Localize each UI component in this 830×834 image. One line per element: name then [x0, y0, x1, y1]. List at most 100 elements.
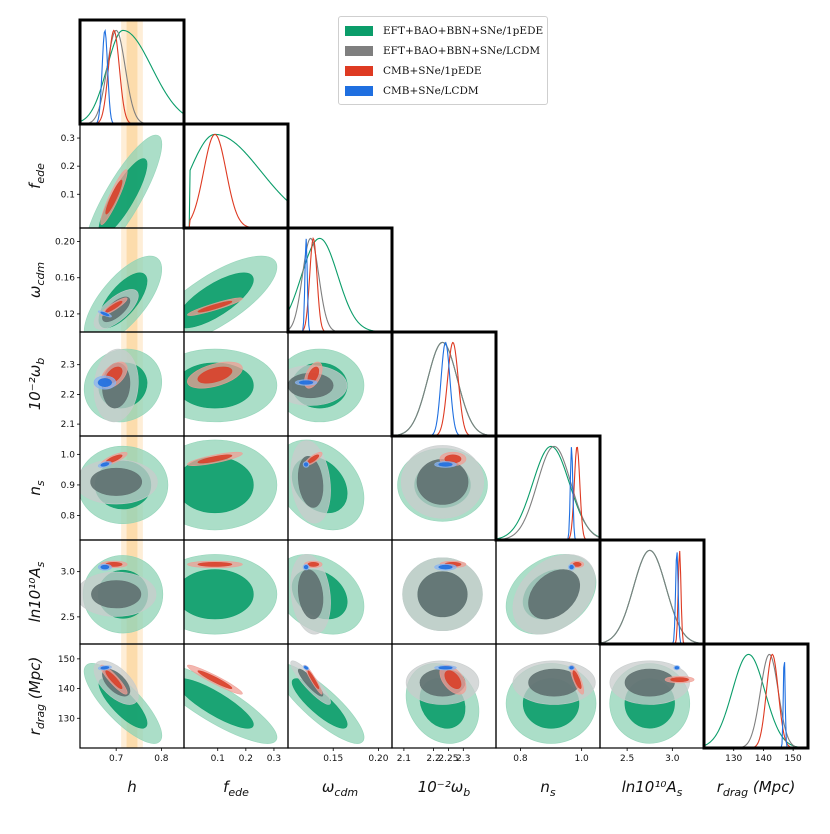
legend: EFT+BAO+BBN+SNe/1pEDE EFT+BAO+BBN+SNe/LC…: [338, 16, 548, 105]
contour-1sigma: [438, 666, 453, 670]
marginal-curve: [184, 133, 288, 229]
y-tick-label: 2.2: [61, 390, 75, 400]
contour-panel: [397, 445, 488, 522]
y-tick-label: 0.2: [61, 162, 75, 172]
y-axis-label: ωcdm: [26, 262, 47, 298]
y-tick-label: 2.3: [61, 361, 75, 371]
contour-1sigma: [197, 366, 233, 384]
contour-panel: [505, 660, 597, 744]
legend-label: CMB+SNe/1pEDE: [383, 65, 482, 77]
x-tick-label: 150: [785, 754, 802, 764]
x-axis-label: ln10¹⁰As: [622, 778, 683, 799]
y-tick-label: 150: [58, 655, 75, 665]
contour-panel: [184, 348, 278, 423]
contour-1sigma: [303, 666, 309, 670]
y-axis-label: ln10¹⁰As: [26, 561, 47, 622]
panel-frame: [702, 642, 810, 750]
marginal-curve: [288, 238, 392, 333]
x-tick-label: 140: [755, 754, 772, 764]
contour-panel: [83, 134, 163, 228]
marginal-curve: [599, 549, 705, 645]
x-tick-label: 0.2: [239, 754, 253, 764]
panel-frame: [598, 538, 706, 646]
contour-panel: [83, 348, 163, 423]
h-band-1sigma: [126, 20, 138, 124]
contour-1sigma: [307, 562, 320, 567]
contour-panel: [80, 445, 169, 525]
contour-1sigma: [417, 571, 468, 618]
legend-entry: CMB+SNe/LCDM: [345, 81, 541, 101]
marginal-curve: [704, 653, 809, 749]
legend-label: EFT+BAO+BBN+SNe/LCDM: [383, 45, 541, 57]
x-tick-label: 3.0: [665, 754, 680, 764]
marginal-curve: [391, 341, 497, 437]
contour-panel: [402, 557, 483, 631]
contour-1sigma: [184, 456, 254, 514]
x-tick-label: 0.1: [211, 754, 225, 764]
y-tick-label: 0.20: [55, 238, 75, 248]
contour-1sigma: [184, 678, 254, 729]
marginal-curve: [79, 29, 185, 123]
contour-panel: [609, 660, 695, 744]
marginal-curve: [704, 653, 808, 749]
legend-entry: EFT+BAO+BBN+SNe/1pEDE: [345, 21, 543, 41]
y-tick-label: 0.12: [55, 310, 75, 320]
marginal-curve: [495, 445, 601, 540]
x-tick-label: 0.7: [109, 754, 123, 764]
contour-1sigma: [444, 670, 462, 689]
contour-1sigma: [91, 580, 142, 609]
contour-1sigma: [100, 311, 110, 317]
marginal-curve: [184, 133, 289, 229]
contour-1sigma: [197, 670, 233, 689]
contour-1sigma: [197, 454, 233, 464]
contour-1sigma: [572, 670, 582, 689]
y-tick-label: 0.9: [61, 481, 76, 491]
x-axis-label: rdrag (Mpc): [717, 778, 796, 799]
y-tick-label: 0.16: [55, 274, 75, 284]
contour-1sigma: [674, 666, 680, 670]
contour-1sigma: [105, 300, 123, 313]
contour-1sigma: [184, 569, 254, 620]
x-tick-label: 2.5: [620, 754, 634, 764]
x-axis-label: fede: [223, 778, 249, 799]
x-tick-label: 0.15: [323, 754, 343, 764]
contour-panel: [288, 660, 365, 744]
marginal-curve: [600, 550, 704, 645]
contour-1sigma: [569, 666, 574, 670]
marginal-curve: [495, 445, 601, 541]
contour-1sigma: [528, 569, 580, 620]
y-axis-label: 10⁻²ωb: [26, 358, 47, 411]
legend-swatch: [345, 46, 373, 56]
contour-panel: [184, 255, 278, 332]
marginal-curve: [392, 341, 496, 437]
y-tick-label: 3.0: [61, 568, 76, 578]
x-axis-label: ns: [540, 778, 556, 799]
y-tick-label: 2.5: [61, 613, 75, 623]
contour-1sigma: [197, 562, 233, 567]
contour-panel: [505, 554, 597, 635]
y-tick-label: 2.1: [61, 420, 75, 430]
x-tick-label: 130: [725, 754, 742, 764]
contour-panel: [83, 660, 163, 744]
contour-panel: [184, 554, 278, 635]
contour-1sigma: [90, 467, 143, 496]
marginal-curve: [496, 446, 600, 541]
marginal-curve: [391, 341, 497, 437]
contour-1sigma: [303, 462, 309, 467]
contour-1sigma: [670, 677, 689, 683]
legend-swatch: [345, 86, 373, 96]
contour-1sigma: [299, 380, 314, 385]
contour-1sigma: [307, 670, 320, 689]
marginal-curve: [600, 552, 704, 645]
contour-1sigma: [100, 666, 110, 670]
contour-1sigma: [100, 564, 110, 570]
contour-panel: [288, 348, 365, 423]
contour-1sigma: [97, 378, 112, 387]
marginal-curve: [704, 662, 808, 749]
contour-1sigma: [197, 300, 233, 313]
x-tick-label: 0.8: [513, 754, 528, 764]
legend-entry: EFT+BAO+BBN+SNe/LCDM: [345, 41, 541, 61]
contour-panel: [288, 439, 365, 531]
